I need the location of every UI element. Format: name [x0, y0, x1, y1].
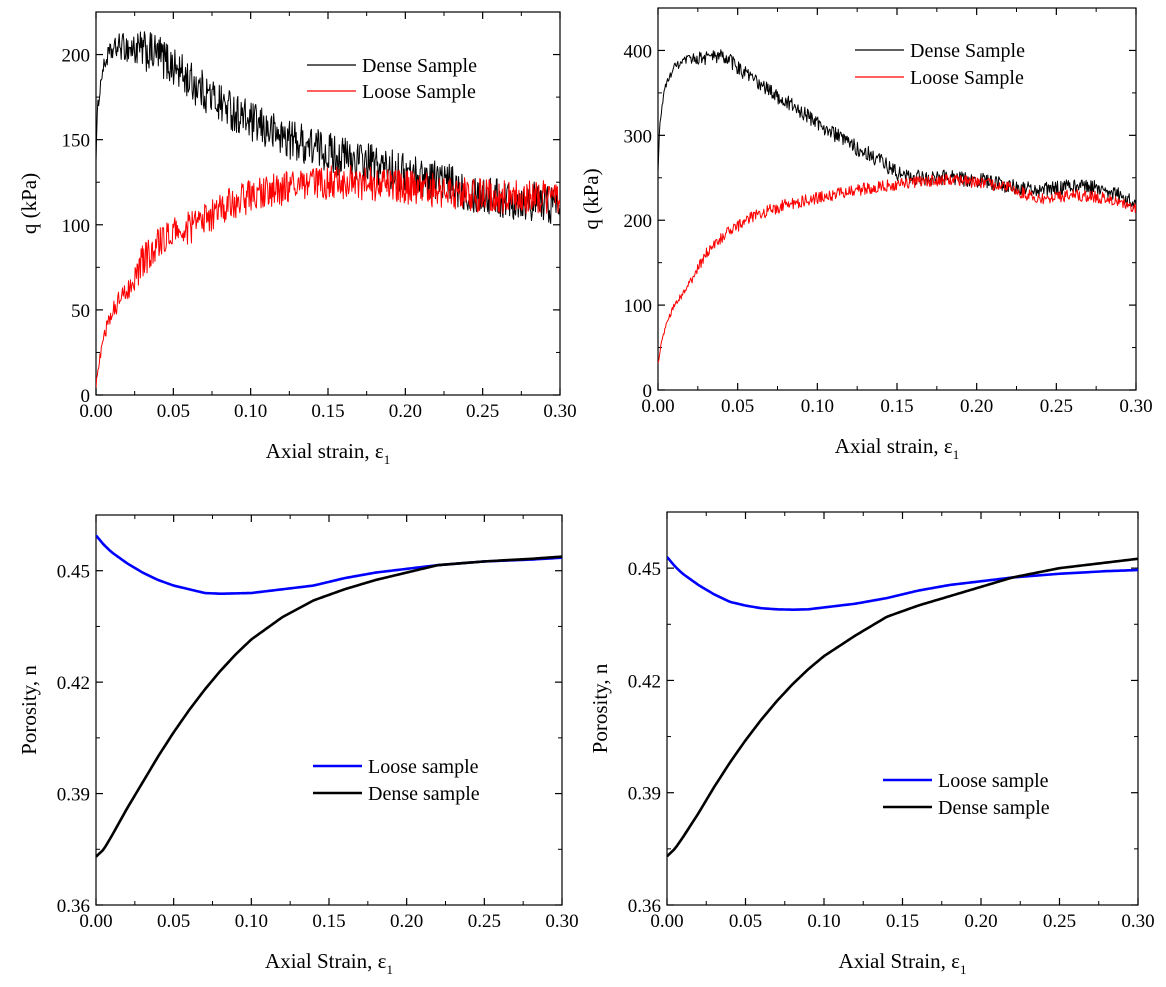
x-axis-label-subscript: 1	[386, 962, 393, 977]
chart-panel-4: 0.00 0.05 0.10 0.15 0.20 0.25 0.30 0.36 0.39 0.42…	[588, 511, 1155, 977]
y-tick-label: 0.39	[628, 784, 661, 805]
series-line-loose-sample	[667, 556, 1138, 611]
x-tick-label: 0.30	[1119, 396, 1152, 417]
x-tick-label: 0.25	[1043, 911, 1076, 932]
x-tick-label: 0.05	[157, 911, 190, 932]
x-tick-label: 0.10	[234, 401, 267, 422]
y-tick-label: 200	[624, 211, 653, 232]
x-axis-label-subscript: 1	[953, 447, 960, 462]
x-axis-label: Axial Strain, ε1	[265, 949, 393, 977]
x-tick-label: 0.20	[389, 401, 422, 422]
y-tick-label: 0.42	[628, 671, 661, 692]
chart-panel-2: 0.00 0.05 0.10 0.15 0.20 0.25 0.30 0 100 200 300 40…	[579, 7, 1153, 462]
legend-label: Dense sample	[368, 783, 480, 805]
x-tick-label: 0.05	[721, 396, 754, 417]
x-tick-label: 0.05	[157, 401, 190, 422]
x-axis-label-subscript: 1	[384, 452, 391, 467]
legend-label: Loose sample	[368, 756, 479, 778]
y-axis-label: Porosity, n	[588, 663, 612, 753]
x-tick-label: 0.30	[1121, 911, 1154, 932]
x-tick-label: 0.10	[807, 911, 840, 932]
legend-label: Dense Sample	[362, 55, 477, 77]
x-tick-label: 0.00	[641, 396, 674, 417]
y-tick-label: 0.39	[57, 785, 90, 806]
x-axis-label-subscript: 1	[960, 962, 967, 977]
series-line-loose-sample	[658, 173, 1136, 364]
legend-label: Loose Sample	[362, 81, 476, 103]
series-line-loose-sample	[96, 534, 562, 596]
x-axis-label: Axial strain, ε1	[266, 439, 390, 467]
x-tick-label: 0.15	[886, 911, 919, 932]
y-tick-label: 400	[624, 41, 653, 62]
y-tick-label: 0.42	[57, 673, 90, 694]
y-tick-label: 0.36	[57, 896, 90, 917]
chart-panel-1: 0.00 0.05 0.10 0.15 0.20 0.25 0.30 0 50 100 150 200…	[17, 11, 577, 467]
x-tick-label: 0.15	[880, 396, 913, 417]
x-tick-label: 0.25	[466, 401, 499, 422]
x-tick-label: 0.15	[312, 911, 345, 932]
y-tick-label: 50	[71, 301, 90, 322]
series-line-dense-sample	[658, 49, 1136, 210]
x-tick-label: 0.00	[79, 911, 112, 932]
y-tick-label: 0	[81, 386, 91, 407]
y-tick-label: 200	[62, 46, 91, 67]
x-axis-label: Axial Strain, ε1	[839, 949, 967, 977]
x-tick-label: 0.15	[311, 401, 344, 422]
y-tick-label: 300	[624, 126, 653, 147]
y-tick-label: 150	[62, 131, 91, 152]
y-tick-label: 0	[643, 381, 653, 402]
legend-label: Loose sample	[938, 770, 1049, 792]
y-tick-label: 0.36	[628, 896, 661, 917]
x-tick-label: 0.25	[1040, 396, 1073, 417]
series-line-dense-sample	[667, 557, 1138, 858]
series-line-dense-sample	[96, 555, 562, 858]
legend-label: Dense sample	[938, 797, 1050, 819]
x-tick-label: 0.30	[543, 401, 576, 422]
x-tick-label: 0.30	[545, 911, 578, 932]
x-tick-label: 0.20	[960, 396, 993, 417]
y-tick-label: 100	[624, 296, 653, 317]
chart-panel-3: 0.00 0.05 0.10 0.15 0.20 0.25 0.30 0.36 0.39 0.42…	[17, 514, 579, 977]
x-tick-label: 0.20	[390, 911, 423, 932]
y-axis-label: Porosity, n	[17, 665, 41, 755]
legend-label: Loose Sample	[910, 67, 1024, 89]
x-tick-label: 0.10	[235, 911, 268, 932]
x-tick-label: 0.20	[964, 911, 997, 932]
x-tick-label: 0.00	[79, 401, 112, 422]
plot-frame	[666, 511, 1139, 906]
y-tick-label: 0.45	[57, 562, 90, 583]
y-axis-label: q (kPa)	[17, 173, 41, 234]
series-line-loose-sample	[96, 165, 560, 388]
legend-label: Dense Sample	[910, 40, 1025, 62]
y-tick-label: 100	[62, 216, 91, 237]
x-axis-label: Axial strain, ε1	[835, 434, 959, 462]
x-tick-label: 0.25	[468, 911, 501, 932]
x-tick-label: 0.10	[801, 396, 834, 417]
y-tick-label: 0.45	[628, 559, 661, 580]
x-tick-label: 0.00	[650, 911, 683, 932]
x-tick-label: 0.05	[729, 911, 762, 932]
y-axis-label: q (kPa)	[579, 168, 603, 229]
plot-frame	[95, 514, 563, 906]
